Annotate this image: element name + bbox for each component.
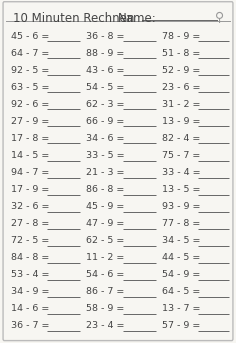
Text: 54 - 9 =: 54 - 9 = <box>162 270 200 279</box>
Text: 57 - 9 =: 57 - 9 = <box>162 321 200 330</box>
Text: 14 - 5 =: 14 - 5 = <box>11 151 49 160</box>
Text: 47 - 9 =: 47 - 9 = <box>86 219 125 228</box>
Text: 62 - 3 =: 62 - 3 = <box>86 100 125 109</box>
Text: 11 - 2 =: 11 - 2 = <box>86 253 125 262</box>
Text: 23 - 4 =: 23 - 4 = <box>86 321 125 330</box>
Text: 27 - 8 =: 27 - 8 = <box>11 219 49 228</box>
Text: 92 - 5 =: 92 - 5 = <box>11 66 49 75</box>
Text: 58 - 9 =: 58 - 9 = <box>86 304 125 314</box>
Text: 51 - 8 =: 51 - 8 = <box>162 49 200 58</box>
Text: 53 - 4 =: 53 - 4 = <box>11 270 49 279</box>
Text: 88 - 9 =: 88 - 9 = <box>86 49 125 58</box>
FancyBboxPatch shape <box>3 2 233 341</box>
Text: 64 - 7 =: 64 - 7 = <box>11 49 49 58</box>
Text: 34 - 9 =: 34 - 9 = <box>11 287 49 296</box>
Text: 10 Minuten Rechnen: 10 Minuten Rechnen <box>13 12 134 25</box>
Text: 84 - 8 =: 84 - 8 = <box>11 253 49 262</box>
Text: 54 - 5 =: 54 - 5 = <box>86 83 125 92</box>
Text: 17 - 9 =: 17 - 9 = <box>11 185 49 194</box>
Text: 31 - 2 =: 31 - 2 = <box>162 100 200 109</box>
Text: 94 - 7 =: 94 - 7 = <box>11 168 49 177</box>
Text: 66 - 9 =: 66 - 9 = <box>86 117 125 126</box>
Text: 75 - 7 =: 75 - 7 = <box>162 151 200 160</box>
Text: 33 - 5 =: 33 - 5 = <box>86 151 125 160</box>
Text: 17 - 8 =: 17 - 8 = <box>11 134 49 143</box>
Text: 34 - 6 =: 34 - 6 = <box>86 134 125 143</box>
Text: ⚲: ⚲ <box>215 11 224 24</box>
Text: 36 - 8 =: 36 - 8 = <box>86 32 125 41</box>
Text: 27 - 9 =: 27 - 9 = <box>11 117 49 126</box>
Text: 77 - 8 =: 77 - 8 = <box>162 219 200 228</box>
Text: 34 - 5 =: 34 - 5 = <box>162 236 200 245</box>
Text: 13 - 9 =: 13 - 9 = <box>162 117 200 126</box>
Text: 44 - 5 =: 44 - 5 = <box>162 253 200 262</box>
Text: 45 - 9 =: 45 - 9 = <box>86 202 125 211</box>
Text: 33 - 4 =: 33 - 4 = <box>162 168 200 177</box>
Text: 78 - 9 =: 78 - 9 = <box>162 32 200 41</box>
Text: Name:: Name: <box>118 12 157 25</box>
Text: 62 - 5 =: 62 - 5 = <box>86 236 125 245</box>
Text: 86 - 8 =: 86 - 8 = <box>86 185 125 194</box>
Text: 23 - 6 =: 23 - 6 = <box>162 83 200 92</box>
Text: 52 - 9 =: 52 - 9 = <box>162 66 200 75</box>
Text: 93 - 9 =: 93 - 9 = <box>162 202 200 211</box>
Text: 13 - 5 =: 13 - 5 = <box>162 185 200 194</box>
Text: 82 - 4 =: 82 - 4 = <box>162 134 200 143</box>
Text: 45 - 6 =: 45 - 6 = <box>11 32 49 41</box>
Text: 13 - 7 =: 13 - 7 = <box>162 304 200 314</box>
Text: 72 - 5 =: 72 - 5 = <box>11 236 49 245</box>
Text: 14 - 6 =: 14 - 6 = <box>11 304 49 314</box>
Text: 92 - 6 =: 92 - 6 = <box>11 100 49 109</box>
Text: 32 - 6 =: 32 - 6 = <box>11 202 49 211</box>
Text: 36 - 7 =: 36 - 7 = <box>11 321 49 330</box>
Text: 86 - 7 =: 86 - 7 = <box>86 287 125 296</box>
Text: 43 - 6 =: 43 - 6 = <box>86 66 125 75</box>
Text: 21 - 3 =: 21 - 3 = <box>86 168 125 177</box>
Text: 54 - 6 =: 54 - 6 = <box>86 270 125 279</box>
Text: 64 - 5 =: 64 - 5 = <box>162 287 200 296</box>
Text: 63 - 5 =: 63 - 5 = <box>11 83 49 92</box>
